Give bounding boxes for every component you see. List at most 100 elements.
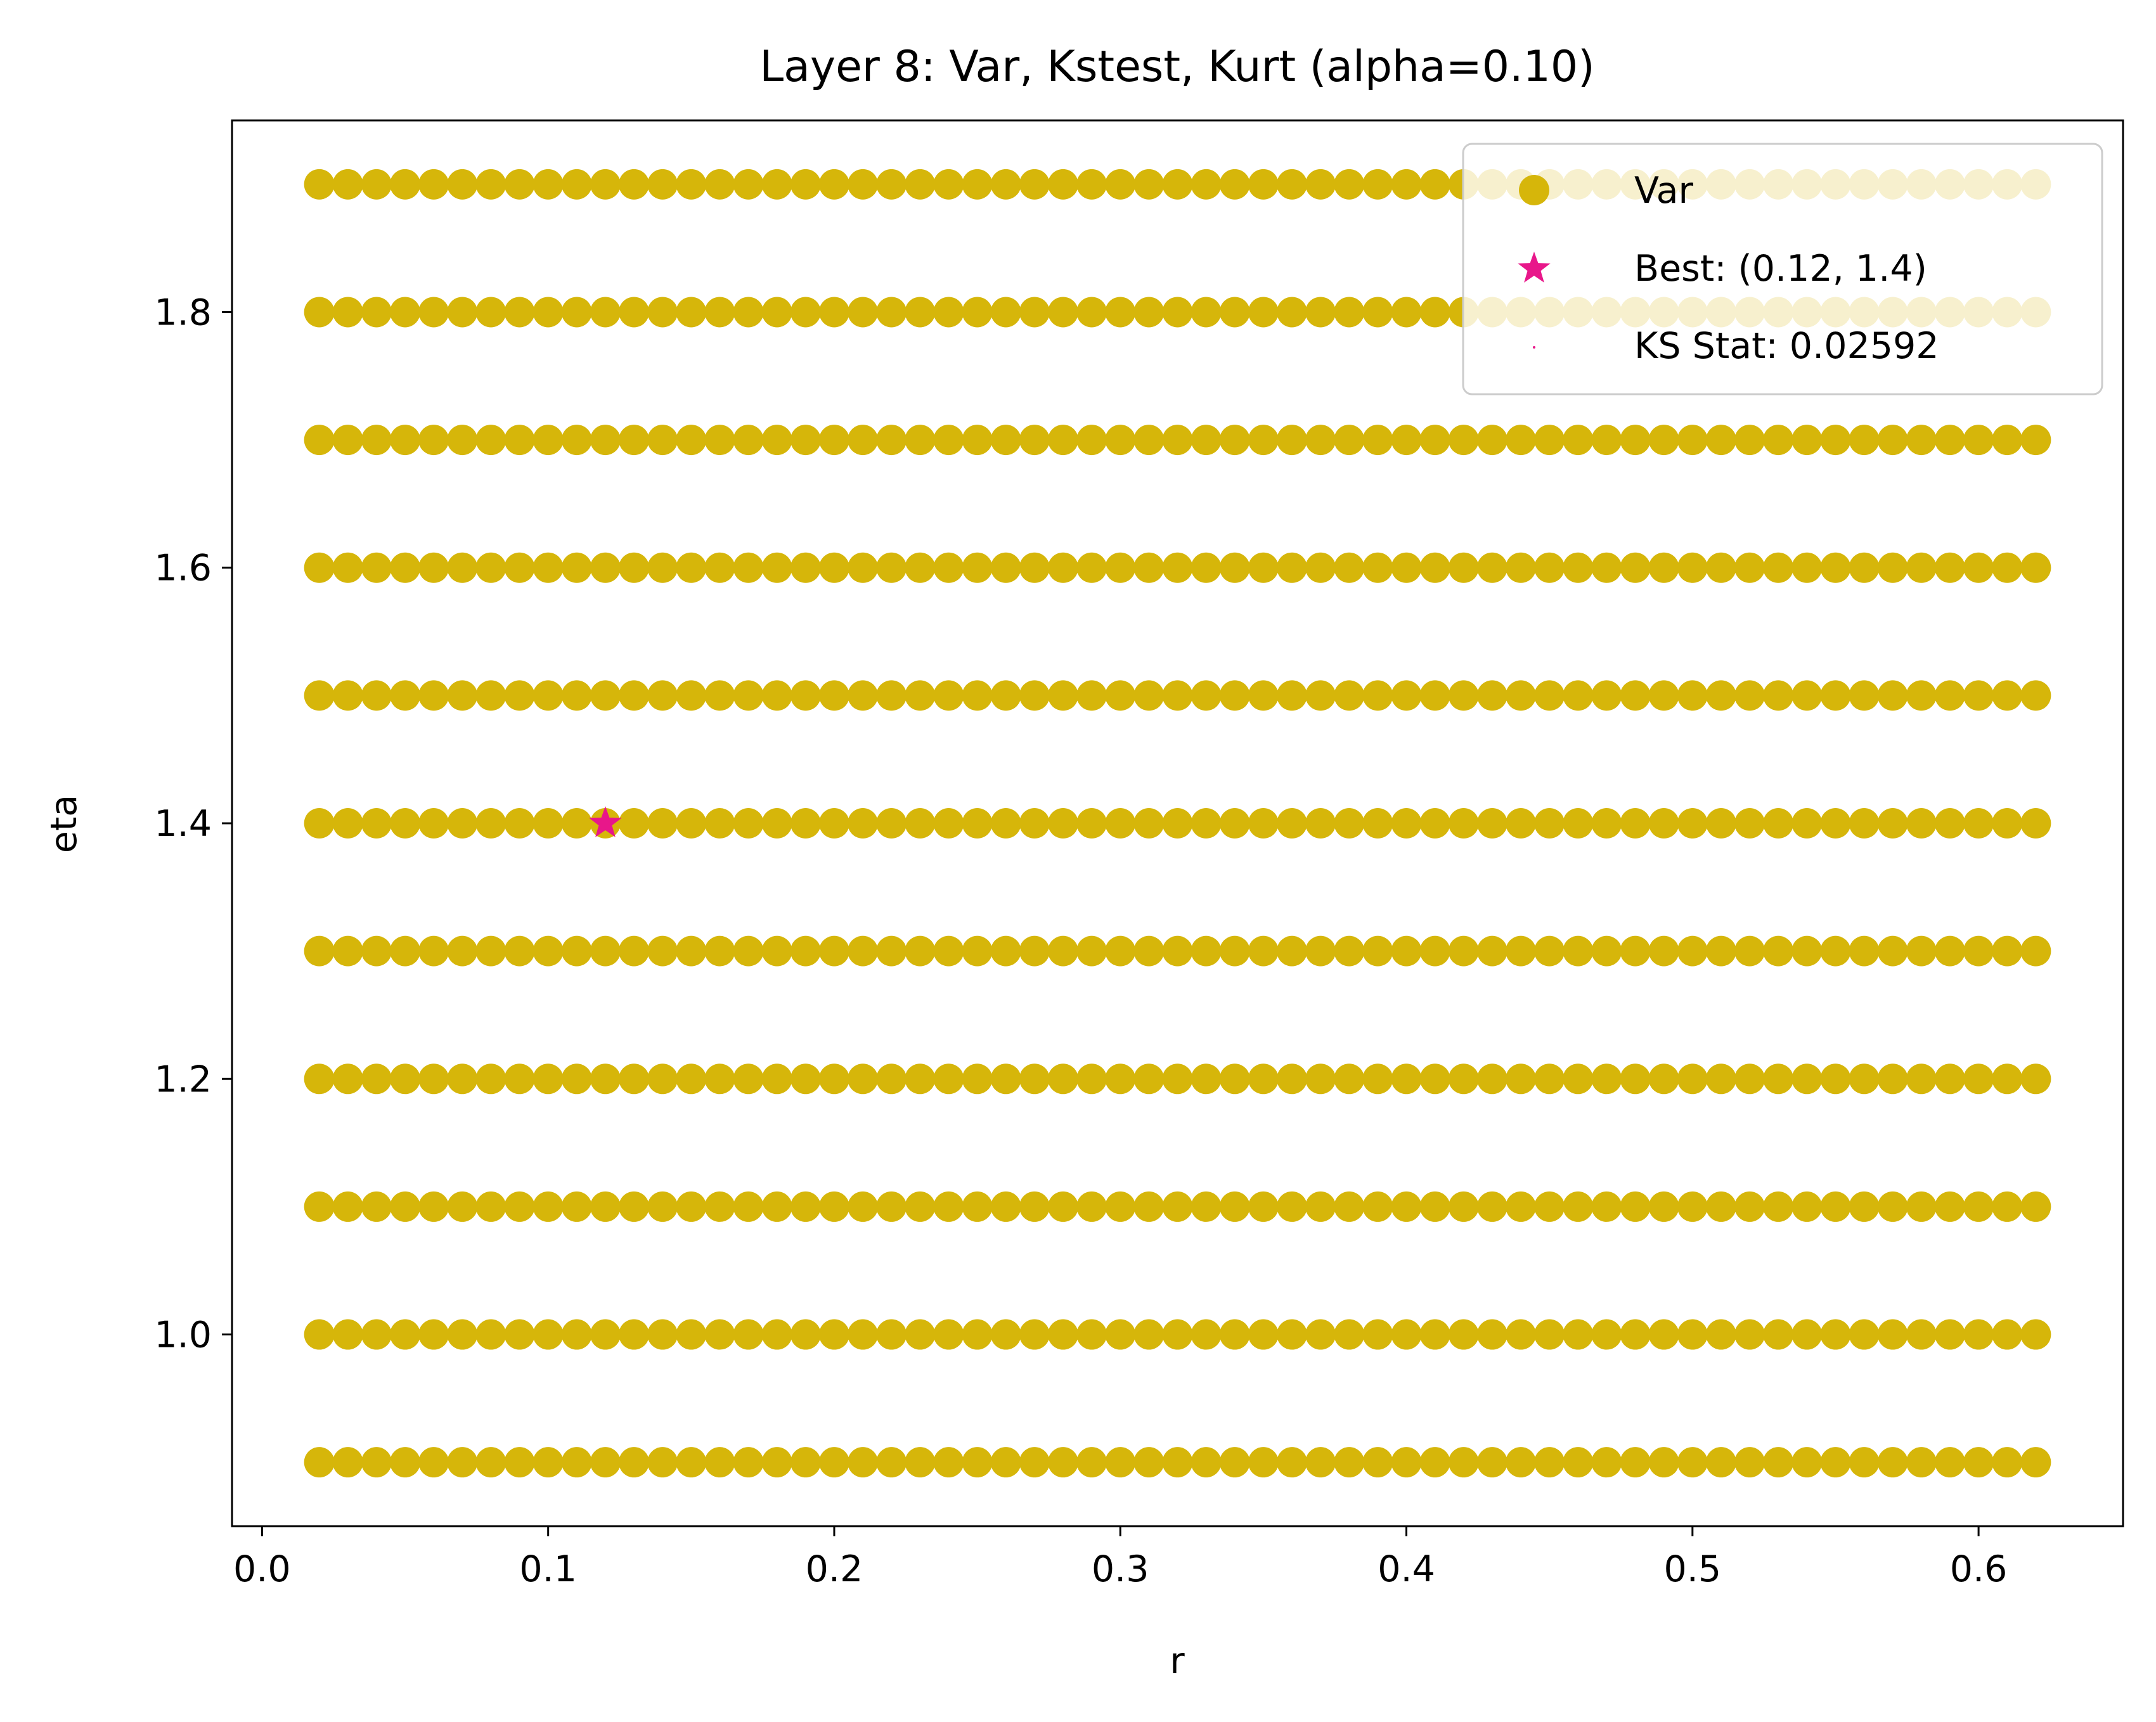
var-point [533,552,564,583]
var-point [1362,935,1393,967]
var-point [1133,1063,1165,1095]
var-point [390,935,421,967]
var-point [447,680,478,711]
var-point [619,297,650,328]
var-point [475,1319,507,1350]
var-point [418,425,449,456]
var-point [504,552,535,583]
var-point [390,169,421,200]
var-point [1076,552,1107,583]
var-point [1992,1447,2023,1478]
var-point [1391,935,1422,967]
var-point [1563,1191,1594,1222]
var-point [1248,680,1279,711]
var-point [1076,680,1107,711]
var-point [790,297,821,328]
var-point [390,297,421,328]
var-point [1419,808,1450,839]
var-point [1419,1191,1450,1222]
var-point [561,425,592,456]
var-point [876,808,907,839]
var-point [332,1447,363,1478]
var-point [848,169,879,200]
var-point [1133,297,1165,328]
var-point [962,169,993,200]
var-point [818,808,849,839]
var-point [1248,1191,1279,1222]
var-point [1648,808,1679,839]
var-point [1620,1191,1651,1222]
var-point [1734,552,1765,583]
var-point [1591,1447,1622,1478]
var-point [1191,297,1222,328]
var-point [1849,1063,1880,1095]
var-point [1047,808,1078,839]
var-point [761,935,792,967]
var-point [818,297,849,328]
var-point [1162,1063,1193,1095]
var-point [361,1447,392,1478]
var-point [1219,935,1250,967]
var-point [590,935,621,967]
var-point [1734,808,1765,839]
var-point [447,1191,478,1222]
var-point [304,552,335,583]
var-point [1047,1063,1078,1095]
var-point [390,1191,421,1222]
var-point [1019,552,1050,583]
var-point [933,425,964,456]
var-point [790,1063,821,1095]
var-point [1677,1447,1708,1478]
var-point [1162,169,1193,200]
var-point [1219,1319,1250,1350]
var-point [1563,680,1594,711]
var-point [1963,1063,1994,1095]
var-point [1877,1063,1908,1095]
var-point [1563,1447,1594,1478]
var-point [1391,1447,1422,1478]
var-point [1476,552,1507,583]
var-point [1877,1319,1908,1350]
legend-ks-label: KS Stat: 0.02592 [1634,325,1939,367]
var-point [1019,297,1050,328]
var-point [1362,1447,1393,1478]
var-point [1934,1063,1965,1095]
var-point [1019,1063,1050,1095]
legend-best-label: Best: (0.12, 1.4) [1634,248,1927,290]
var-point [1906,935,1937,967]
var-point [1763,1191,1794,1222]
var-point [933,935,964,967]
var-point [332,425,363,456]
var-point [447,1063,478,1095]
var-point [1448,552,1479,583]
var-point [504,425,535,456]
var-point [504,169,535,200]
var-point [1591,935,1622,967]
var-point [761,1063,792,1095]
x-tick-label: 0.0 [233,1548,291,1590]
var-point [1248,1063,1279,1095]
var-point [1419,425,1450,456]
var-point [475,1447,507,1478]
var-point [1248,1447,1279,1478]
var-point [933,808,964,839]
var-point [1419,297,1450,328]
var-point [1277,680,1308,711]
var-point [1820,1063,1851,1095]
var-point [1620,552,1651,583]
var-point [1248,552,1279,583]
var-point [1620,808,1651,839]
var-point [619,169,650,200]
var-point [475,935,507,967]
var-point [418,1063,449,1095]
var-point [475,680,507,711]
var-point [619,935,650,967]
var-point [790,935,821,967]
var-point [647,425,678,456]
var-point [2020,680,2051,711]
var-point [1591,1319,1622,1350]
var-point [590,297,621,328]
var-point [1506,1063,1537,1095]
x-tick-label: 0.3 [1092,1548,1149,1590]
var-point [962,1191,993,1222]
